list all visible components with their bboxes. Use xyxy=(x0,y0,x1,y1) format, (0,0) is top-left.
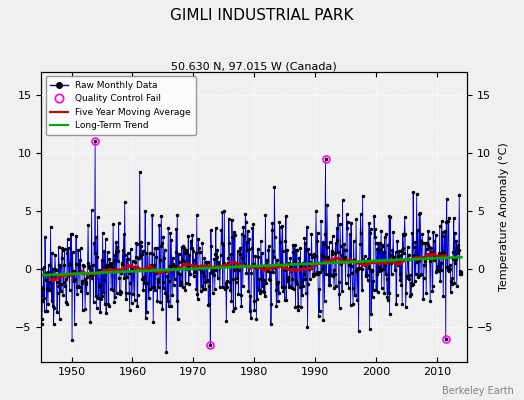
Y-axis label: Temperature Anomaly (°C): Temperature Anomaly (°C) xyxy=(499,142,509,291)
Title: 50.630 N, 97.015 W (Canada): 50.630 N, 97.015 W (Canada) xyxy=(171,61,337,71)
Text: Berkeley Earth: Berkeley Earth xyxy=(442,386,514,396)
Legend: Raw Monthly Data, Quality Control Fail, Five Year Moving Average, Long-Term Tren: Raw Monthly Data, Quality Control Fail, … xyxy=(46,76,195,135)
Text: GIMLI INDUSTRIAL PARK: GIMLI INDUSTRIAL PARK xyxy=(170,8,354,23)
